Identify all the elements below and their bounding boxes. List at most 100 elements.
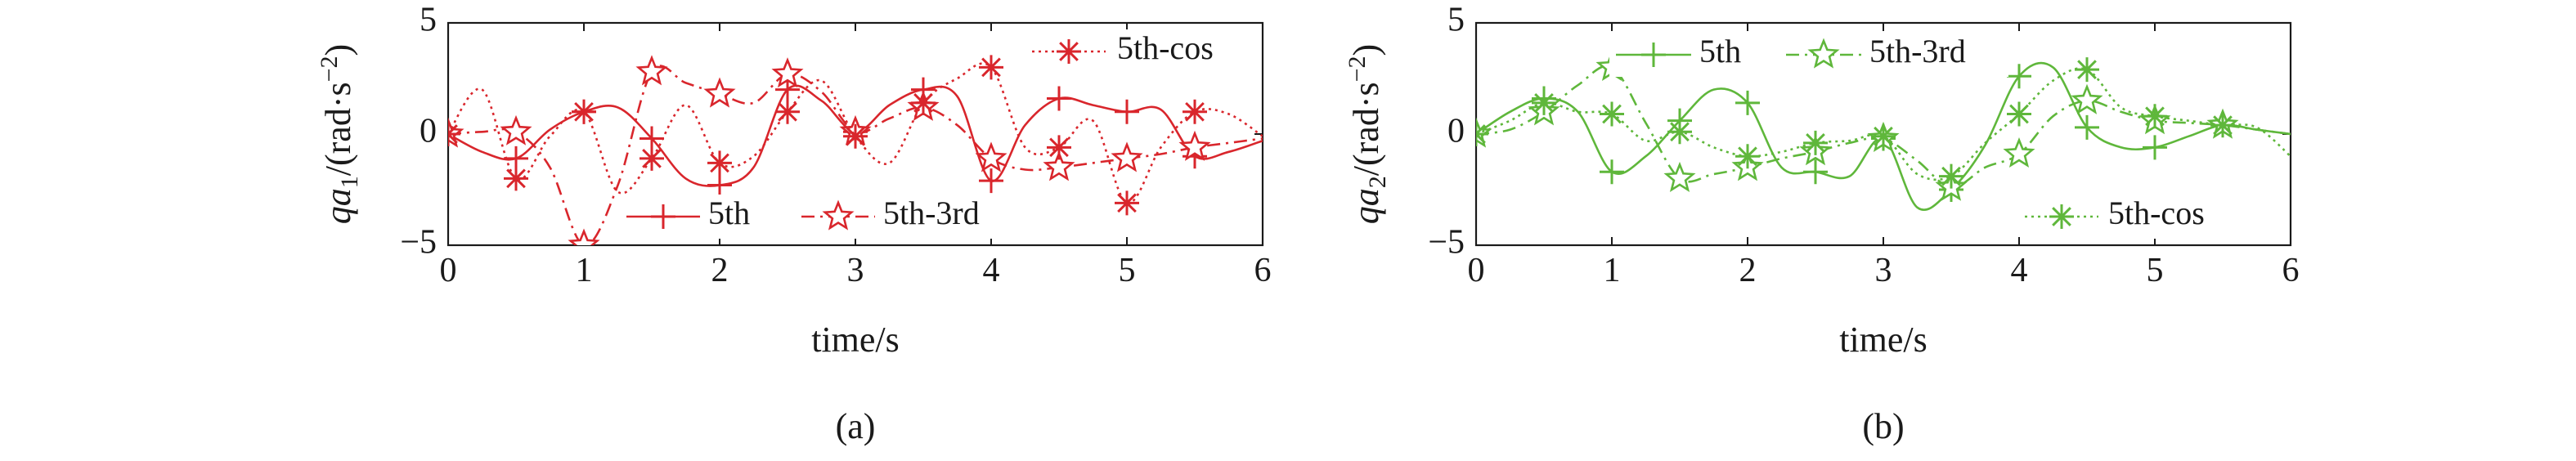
x-tick-label: 0 [1468,252,1485,289]
data-point-5th-cos [2075,57,2099,83]
data-point-5th-cos [911,90,936,115]
data-point-5th-3rd [975,141,1008,172]
y-tick-label: 0 [1447,113,1465,150]
legend-sample-5th-cos [1032,39,1106,64]
data-point-5th [1735,90,1760,115]
data-point-5th-cos [2007,101,2031,127]
x-axis-label: time/s [811,320,900,360]
legend-label-5th-cos: 5th-cos [1117,29,1214,66]
data-point-5th-cos [1735,144,1760,169]
data-point-5th-cos [775,99,800,124]
x-tick-label: 4 [983,252,1000,289]
data-point-5th-3rd [500,114,532,145]
legend-label-5th: 5th [1699,33,1741,69]
legend-label-5th-cos: 5th-cos [2108,195,2205,231]
x-tick-label: 6 [2282,252,2300,289]
chart-panel-1: 0 1 2 3 4 5 6−505time/sqa1/(rad·s−2)(a)5th-cos… [316,2,1272,446]
x-tick-label: 1 [1604,252,1621,289]
data-point-5th [707,172,732,198]
data-point-5th-cos [2143,104,2167,129]
legend-sample-5th [1616,43,1691,67]
legend-marker [1057,39,1081,64]
legend-sample-5th-cos [2025,204,2098,229]
data-point-5th-3rd [1043,150,1075,181]
legend-marker [2049,204,2074,229]
data-point-5th [1803,159,1828,185]
data-point-5th-cos [1183,99,1207,124]
data-point-5th-cos [1532,90,1556,115]
legend-marker [822,199,855,230]
data-point-5th-cos [504,166,528,191]
data-point-5th-cos [572,99,596,124]
x-tick-label: 4 [2011,252,2028,289]
y-tick-label: −5 [1428,224,1465,262]
data-point-5th-3rd [703,77,736,108]
data-point-5th [2007,64,2031,89]
data-point-5th [1600,159,1624,185]
y-tick-label: 5 [420,2,437,39]
legend-label-5th: 5th [708,195,750,231]
data-point-5th-3rd [2071,83,2103,114]
data-point-5th-cos [843,123,868,149]
y-axis-label: qa1/(rad·s−2) [316,44,363,224]
data-point-5th [2075,114,2099,140]
legend-label-5th-3rd: 5th-3rd [1869,33,1966,69]
data-point-5th-3rd [1111,141,1143,172]
legend-sample-5th-3rd [801,199,875,230]
data-point-5th-3rd [568,228,600,245]
data-point-5th-cos [707,150,732,176]
data-point-5th-cos [2210,113,2235,138]
legend: 5th-cos 5th 5th-3rd [620,29,1256,239]
x-axis-ticks: 0 1 2 3 4 5 6 [440,23,1272,289]
y-axis-ticks: −5 0 5 [1428,2,2291,262]
data-point-5th-cos [1871,123,1896,149]
data-point-5th-cos [640,145,664,171]
panel-label: (b) [1862,406,1904,446]
data-point-5th-cos [1476,122,1488,146]
x-axis-ticks: 0 1 2 3 4 5 6 [1468,23,2300,289]
x-tick-label: 3 [1875,252,1892,289]
x-tick-label: 5 [2147,252,2164,289]
legend-sample-5th [626,204,700,229]
data-point-5th [1047,86,1071,111]
data-point-5th [2143,135,2167,160]
data-point-5th-3rd [771,57,804,88]
legend-sample-5th-3rd [1786,38,1861,69]
data-point-5th [979,168,1003,194]
y-axis-label: qa2/(rad·s−2) [1344,44,1391,224]
x-tick-label: 1 [576,252,593,289]
y-axis-ticks: −5 0 5 [400,2,1263,262]
legend-marker [1807,38,1840,69]
data-point-5th-3rd [2003,137,2035,168]
data-point-5th-cos [979,55,1003,80]
data-point-5th-cos [1667,119,1692,145]
y-tick-label: −5 [400,224,437,262]
data-point-5th-cos [1939,163,1963,189]
data-point-5th-cos [448,122,460,146]
data-point-5th [1115,99,1139,124]
panel-label: (a) [836,406,876,446]
y-tick-label: 0 [420,113,437,150]
x-tick-label: 6 [1254,252,1272,289]
data-point-5th-cos [1047,135,1071,160]
legend: 5th 5th-3rd 5th-cos [1609,33,2241,239]
legend-label-5th-3rd: 5th-3rd [883,195,980,231]
data-point-5th-3rd [1663,161,1696,193]
x-tick-label: 0 [440,252,457,289]
legend-marker [651,204,675,229]
data-point-5th-cos [1803,130,1828,155]
data-point-5th-3rd [635,55,668,86]
x-tick-label: 5 [1119,252,1136,289]
x-tick-label: 2 [1739,252,1757,289]
series-group [1476,50,2291,211]
data-point-5th-3rd [1178,130,1211,161]
x-tick-label: 2 [711,252,729,289]
data-point-5th-cos [1600,101,1624,127]
x-tick-label: 3 [847,252,864,289]
series-group [448,55,1263,245]
x-axis-label: time/s [1839,320,1928,360]
legend-marker [1641,43,1666,67]
